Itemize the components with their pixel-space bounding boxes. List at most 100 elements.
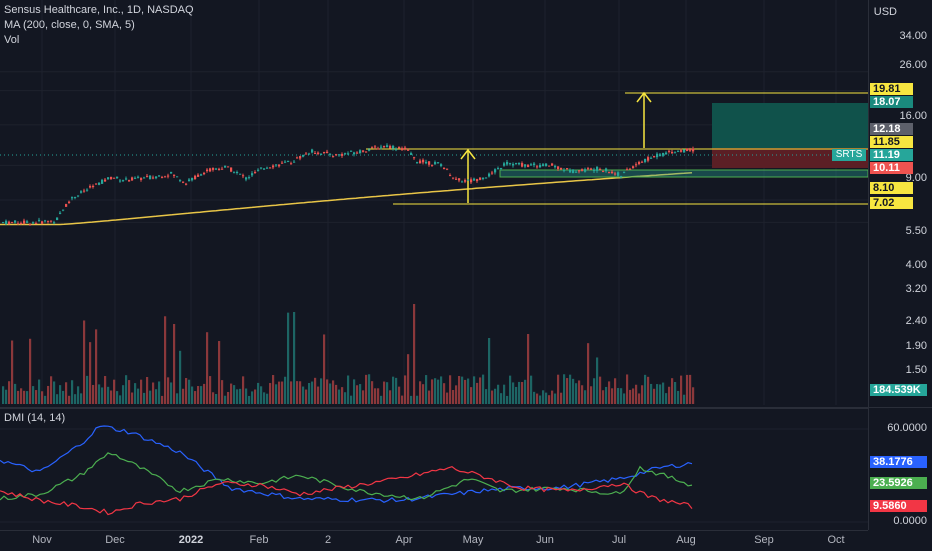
minus-di-tag[interactable]: 9.5860 bbox=[870, 500, 927, 512]
candle-body bbox=[188, 179, 191, 182]
candle-body bbox=[596, 166, 599, 171]
candle-body bbox=[386, 145, 389, 148]
candle-body bbox=[65, 204, 68, 207]
candle-body bbox=[470, 179, 473, 183]
volume-bar bbox=[341, 387, 344, 404]
volume-bar bbox=[335, 384, 338, 404]
candle-body bbox=[527, 164, 530, 167]
volume-bar bbox=[653, 388, 656, 404]
price-axis[interactable]: USD 34.00 26.00 16.00 9.00 5.50 4.00 3.2… bbox=[868, 0, 932, 530]
pane-separator[interactable] bbox=[0, 407, 932, 408]
plus-di-tag[interactable]: 23.5926 bbox=[870, 477, 927, 489]
adx-tag[interactable]: 38.1776 bbox=[870, 456, 927, 468]
candle-body bbox=[92, 185, 95, 188]
candle-body bbox=[557, 166, 560, 170]
target-arrow-head bbox=[636, 91, 652, 103]
volume-legend[interactable]: Vol bbox=[4, 34, 20, 46]
volume-bar bbox=[74, 394, 77, 404]
candle-body bbox=[47, 220, 50, 222]
candle-body bbox=[305, 153, 308, 155]
volume-bar bbox=[17, 390, 20, 404]
candle-body bbox=[560, 167, 563, 170]
volume-bar bbox=[620, 388, 623, 404]
volume-bar bbox=[476, 382, 479, 404]
volume-bar bbox=[224, 395, 227, 404]
symbol-tag[interactable]: SRTS bbox=[832, 149, 866, 161]
volume-bar bbox=[509, 375, 512, 404]
volume-bar bbox=[50, 376, 53, 404]
time-label: 2022 bbox=[178, 534, 204, 546]
price-chart-pane[interactable]: Sensus Healthcare, Inc., 1D, NASDAQ MA (… bbox=[0, 0, 868, 405]
support-price-tag[interactable]: 7.02 bbox=[870, 197, 913, 209]
candle-body bbox=[143, 177, 146, 179]
stop-price-tag[interactable]: 10.11 bbox=[870, 162, 913, 174]
volume-bar bbox=[575, 383, 578, 404]
volume-bar bbox=[206, 332, 209, 404]
volume-bar bbox=[290, 381, 293, 404]
ma-legend[interactable]: MA (200, close, 0, SMA, 5) bbox=[4, 19, 135, 31]
volume-bar bbox=[230, 383, 233, 404]
candle-body bbox=[353, 152, 356, 155]
volume-bar bbox=[647, 376, 650, 404]
candle-body bbox=[488, 173, 491, 177]
volume-bar bbox=[272, 375, 275, 404]
candle-body bbox=[122, 180, 125, 182]
volume-bar bbox=[119, 395, 122, 404]
time-axis[interactable]: Nov Dec 2022 Feb 2 Apr May Jun Jul Aug S… bbox=[0, 530, 868, 551]
gray-price-tag[interactable]: 12.18 bbox=[870, 123, 913, 135]
volume-bar bbox=[371, 381, 374, 404]
volume-bar bbox=[98, 384, 101, 404]
volume-bar bbox=[248, 395, 251, 404]
candle-body bbox=[665, 152, 668, 155]
candle-body bbox=[5, 220, 8, 225]
candle-body bbox=[533, 163, 536, 166]
candle-body bbox=[164, 176, 167, 178]
volume-bar bbox=[689, 374, 692, 404]
volume-bar bbox=[410, 395, 413, 404]
candle-body bbox=[620, 176, 623, 178]
volume-bar bbox=[287, 312, 290, 404]
volume-bar bbox=[158, 381, 161, 404]
volume-tag[interactable]: 184.539K bbox=[870, 384, 927, 396]
dmi-legend[interactable]: DMI (14, 14) bbox=[4, 412, 66, 424]
take-profit-price-tag[interactable]: 18.07 bbox=[870, 96, 913, 108]
dmi-pane[interactable]: DMI (14, 14) bbox=[0, 408, 868, 531]
candle-body bbox=[692, 148, 695, 152]
candle-body bbox=[50, 220, 53, 222]
volume-bar bbox=[314, 377, 317, 404]
ma-price-tag[interactable]: 8.10 bbox=[870, 182, 913, 194]
candle-body bbox=[32, 222, 35, 224]
volume-bar bbox=[173, 324, 176, 404]
candle-body bbox=[413, 157, 416, 159]
candle-body bbox=[569, 169, 572, 173]
symbol-legend[interactable]: Sensus Healthcare, Inc., 1D, NASDAQ bbox=[4, 4, 194, 16]
volume-bar bbox=[86, 375, 89, 404]
volume-bar bbox=[257, 382, 260, 404]
candle-body bbox=[446, 168, 449, 170]
candle-body bbox=[374, 146, 377, 148]
volume-bar bbox=[692, 387, 695, 404]
time-label: Jul bbox=[611, 534, 627, 546]
volume-bar bbox=[458, 375, 461, 404]
volume-bar bbox=[38, 379, 41, 404]
breakout-arrow-head bbox=[460, 148, 476, 160]
volume-bar bbox=[164, 316, 167, 404]
volume-bar bbox=[317, 386, 320, 404]
volume-bar bbox=[584, 390, 587, 404]
dmi-chart-svg[interactable] bbox=[0, 409, 868, 531]
candle-body bbox=[494, 169, 497, 173]
candle-body bbox=[626, 169, 629, 171]
volume-bar bbox=[221, 380, 224, 404]
candle-body bbox=[89, 186, 92, 188]
minus-di-line bbox=[0, 466, 693, 516]
candle-body bbox=[674, 152, 677, 154]
volume-bar bbox=[494, 388, 497, 404]
resistance-price-tag[interactable]: 11.85 bbox=[870, 136, 913, 148]
target-price-tag[interactable]: 19.81 bbox=[870, 83, 913, 95]
last-price-tag[interactable]: 11.19 bbox=[870, 149, 913, 161]
candle-body bbox=[209, 168, 212, 172]
candle-body bbox=[521, 163, 524, 167]
axis-label: 16.00 bbox=[899, 110, 927, 122]
price-chart-svg[interactable] bbox=[0, 0, 868, 405]
volume-bar bbox=[413, 304, 416, 404]
